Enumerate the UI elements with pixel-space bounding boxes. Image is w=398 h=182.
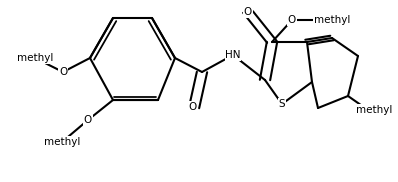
Text: S: S [279, 99, 285, 109]
Text: O: O [59, 67, 67, 77]
Text: methyl: methyl [356, 105, 392, 115]
Text: methyl: methyl [314, 15, 350, 25]
Text: methyl: methyl [17, 53, 53, 63]
Text: O: O [188, 102, 196, 112]
Text: O: O [244, 7, 252, 17]
Text: methyl: methyl [44, 137, 80, 147]
Text: HN: HN [225, 50, 241, 60]
Text: O: O [288, 15, 296, 25]
Text: O: O [84, 115, 92, 125]
